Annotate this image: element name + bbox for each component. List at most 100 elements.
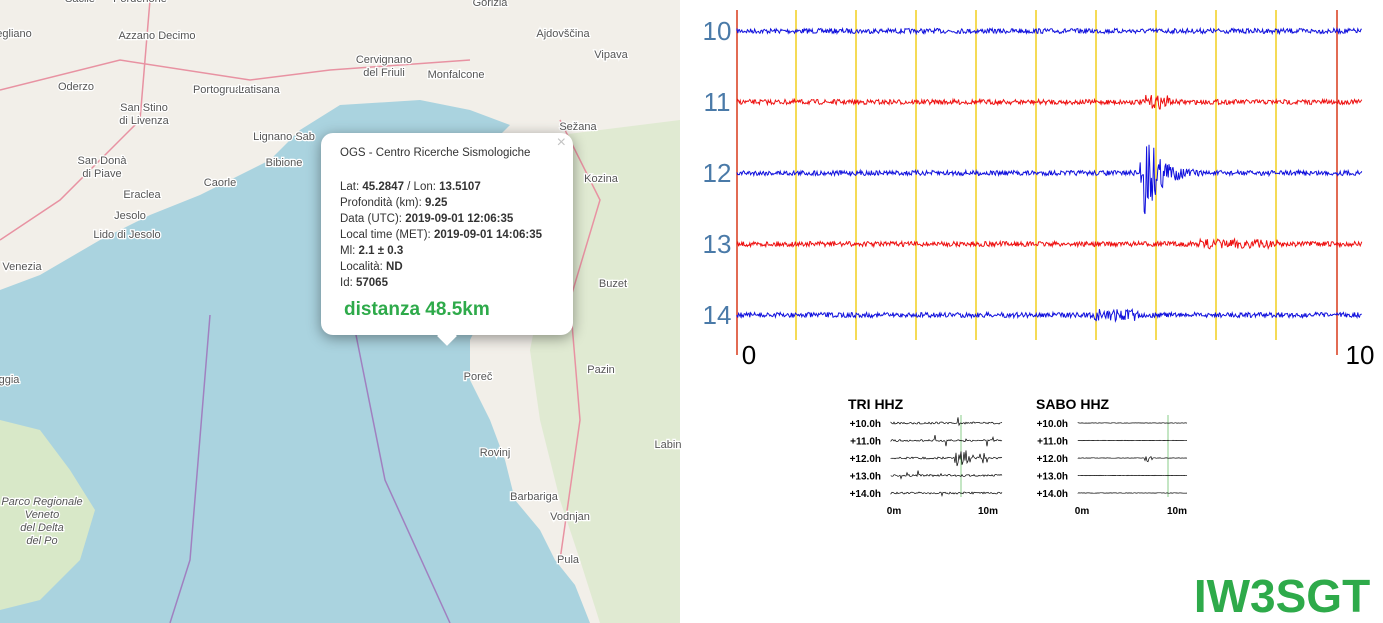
popup: × OGS - Centro Ricerche Sismologiche Lat…	[321, 133, 573, 346]
distance: distanza 48.5km	[344, 299, 490, 320]
thumb-row-label: +12.0h	[850, 454, 881, 465]
popup-field: Profondità (km): 9.25	[340, 195, 542, 211]
map-label: Azzano Decimo	[118, 30, 195, 42]
map-label: del Friuli	[363, 67, 405, 79]
popup-title: OGS - Centro Ricerche Sismologiche	[340, 147, 531, 159]
popup-field: Local time (MET): 2019-09-01 14:06:35	[340, 227, 542, 243]
map-label: Portogruaro	[193, 84, 251, 96]
map-label: San Stino	[120, 102, 168, 114]
map-label: San Donà	[78, 155, 128, 167]
map-label: Sežana	[559, 121, 597, 133]
map-label: Lido di Jesolo	[93, 229, 160, 241]
map-label: Kozina	[584, 173, 619, 185]
row-label: 11	[704, 87, 731, 117]
field-value: 9.25	[425, 197, 448, 209]
thumb-trace	[890, 491, 1003, 498]
row-label: 14	[703, 300, 732, 330]
field-value: 45.2847	[362, 181, 404, 193]
thumb-title: TRI HHZ	[848, 396, 904, 412]
thumb-x-label: 10m	[1167, 506, 1187, 517]
map-label: di Piave	[82, 168, 121, 180]
map-label: del Delta	[20, 522, 63, 534]
row-label: 10	[703, 16, 732, 46]
map-label: egliano	[0, 28, 32, 40]
thumb-trace	[890, 450, 1003, 467]
trace	[736, 144, 1363, 215]
border	[169, 314, 451, 623]
map-label: Labin	[655, 439, 682, 451]
field-label: Id:	[340, 277, 353, 289]
map-label: ggia	[0, 374, 20, 386]
map-label: di Livenza	[119, 115, 169, 127]
map-label: Barbariga	[510, 491, 559, 503]
thumb-row-label: +11.0h	[1037, 437, 1068, 448]
thumb-row-label: +11.0h	[850, 437, 881, 448]
thumb-x-label: 10m	[978, 506, 998, 517]
trace	[736, 237, 1363, 250]
map-label: Pazin	[587, 364, 615, 376]
trace	[736, 26, 1362, 36]
row-label: 12	[703, 158, 732, 188]
map-label: Lignano Sab	[253, 131, 315, 143]
row-label: 13	[703, 229, 732, 259]
field-label: Profondità (km):	[340, 197, 422, 209]
popup-field: Lat: 45.2847 / Lon: 13.5107	[340, 179, 542, 195]
map-label: Pordenone	[113, 0, 167, 5]
map-label: Rovinj	[480, 447, 511, 459]
thumb-trace	[1077, 456, 1188, 463]
popup-field: Id: 57065	[340, 275, 542, 291]
thumb-trace	[890, 435, 1003, 447]
field-label: Ml:	[340, 245, 356, 257]
field-value: 13.5107	[439, 181, 481, 193]
trace	[736, 94, 1363, 110]
field-value: ND	[386, 261, 403, 273]
popup-field: Data (UTC): 2019-09-01 12:06:35	[340, 211, 542, 227]
thumb-row-label: +13.0h	[1037, 472, 1068, 483]
map-label: Monfalcone	[428, 69, 485, 81]
map-label: Oderzo	[58, 81, 94, 93]
map-label: Parco Regionale	[1, 496, 82, 508]
map-label: Cervignano	[356, 54, 412, 66]
popup-fields: Lat: 45.2847 / Lon: 13.5107 Profondità (…	[340, 179, 542, 291]
field-value: 2.1 ± 0.3	[358, 245, 404, 257]
thumb-row-label: +14.0h	[1037, 489, 1068, 500]
map-label: Pula	[557, 554, 580, 566]
map-label: Vodnjan	[550, 511, 590, 523]
x-label: 0	[742, 340, 756, 370]
trace	[736, 308, 1362, 323]
thumb-trace	[890, 417, 1003, 427]
map-label: Vipava	[594, 49, 628, 61]
map-label: Eraclea	[123, 189, 161, 201]
thumb-trace	[890, 470, 1003, 480]
field-label: Data (UTC):	[340, 213, 402, 225]
field-label: Local time (MET):	[340, 229, 431, 241]
close-button[interactable]: ×	[556, 134, 566, 151]
map-label: Caorle	[204, 177, 236, 189]
field-label: Lat:	[340, 181, 360, 193]
thumb-x-label: 0m	[887, 506, 902, 517]
field-value: 2019-09-01 12:06:35	[405, 213, 514, 225]
field-value: 2019-09-01 14:06:35	[433, 229, 543, 241]
field-value: 57065	[356, 277, 388, 289]
brand: IW3SGT	[1194, 570, 1370, 622]
thumb-title: SABO HHZ	[1036, 396, 1110, 412]
thumb-row-label: +12.0h	[1037, 454, 1068, 465]
map-label: Venezia	[2, 261, 42, 273]
thumb-row-label: +10.0h	[850, 419, 881, 430]
field-label: / Lon:	[407, 181, 436, 193]
thumb-row-label: +10.0h	[1037, 419, 1068, 430]
thumb-row-label: +14.0h	[850, 489, 881, 500]
thumb-row-label: +13.0h	[850, 472, 881, 483]
field-label: Località:	[340, 261, 383, 273]
delta	[0, 420, 95, 610]
map-label: Veneto	[25, 509, 59, 521]
thumb-x-label: 0m	[1075, 506, 1090, 517]
map-label: Jesolo	[114, 210, 146, 222]
map-label: Ajdovščina	[536, 28, 590, 40]
x-label: 10	[1346, 340, 1375, 370]
popup-field: Località: ND	[340, 259, 542, 275]
map-label: Latisana	[238, 84, 280, 96]
map-label: Gorizia	[473, 0, 509, 9]
